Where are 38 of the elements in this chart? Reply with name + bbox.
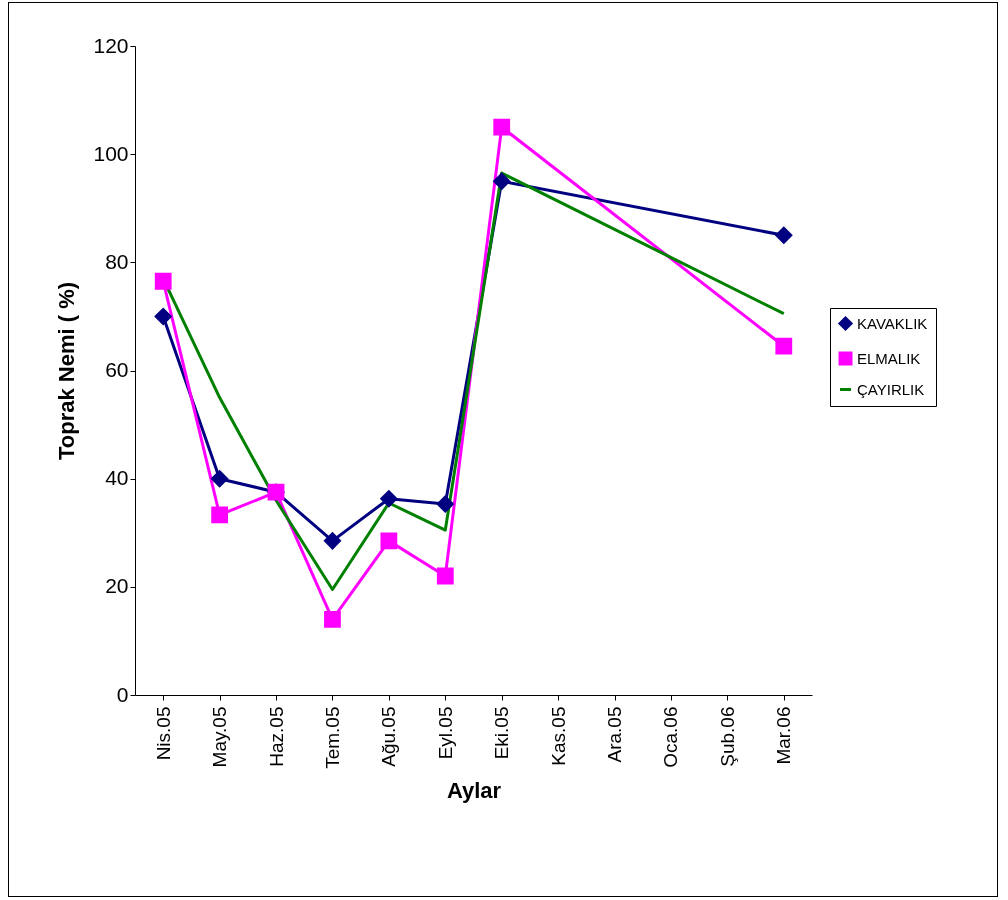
y-tick-label: 0 xyxy=(116,682,129,706)
y-axis-title: Toprak Nemi ( %) xyxy=(54,281,80,461)
x-tick-label: Şub.06 xyxy=(716,706,738,767)
point xyxy=(493,118,511,136)
legend-label: ELMALIK xyxy=(857,349,921,367)
x-tick-label: Mar.06 xyxy=(773,706,795,765)
x-tick-label: Oca.06 xyxy=(660,706,682,768)
point xyxy=(436,495,454,513)
legend-label: ÇAYIRLIK xyxy=(857,380,925,398)
y-tick-label: 60 xyxy=(105,358,129,381)
x-axis-title: Aylar xyxy=(446,777,502,803)
x-tick-label: Kas.05 xyxy=(547,706,569,766)
y-tick-label: 20 xyxy=(105,574,129,598)
point xyxy=(154,308,172,325)
y-tick-label: 40 xyxy=(105,466,129,490)
point xyxy=(324,610,341,628)
point xyxy=(493,172,511,190)
point xyxy=(324,532,341,550)
x-tick-label: Ara.05 xyxy=(604,706,626,763)
x-tick-label: Haz.05 xyxy=(265,706,287,767)
y-tick-label: 100 xyxy=(93,141,129,165)
point xyxy=(154,272,172,290)
y-tick-label: 120 xyxy=(93,33,129,57)
x-tick-label: Eyl.05 xyxy=(434,706,456,760)
point xyxy=(380,532,398,550)
y-tick-label: 80 xyxy=(105,249,129,273)
point xyxy=(436,567,454,585)
point xyxy=(380,490,398,508)
point xyxy=(775,226,793,244)
x-tick-label: Tem.05 xyxy=(321,706,343,769)
point xyxy=(211,506,229,524)
legend-label: KAVAKLIK xyxy=(857,314,928,332)
x-tick-label: May.05 xyxy=(209,706,231,768)
x-tick-label: Nis.05 xyxy=(152,706,174,761)
point xyxy=(211,470,229,488)
point xyxy=(775,337,793,355)
x-tick-label: Eki.05 xyxy=(491,706,513,760)
x-tick-label: Ağu.05 xyxy=(378,706,400,767)
